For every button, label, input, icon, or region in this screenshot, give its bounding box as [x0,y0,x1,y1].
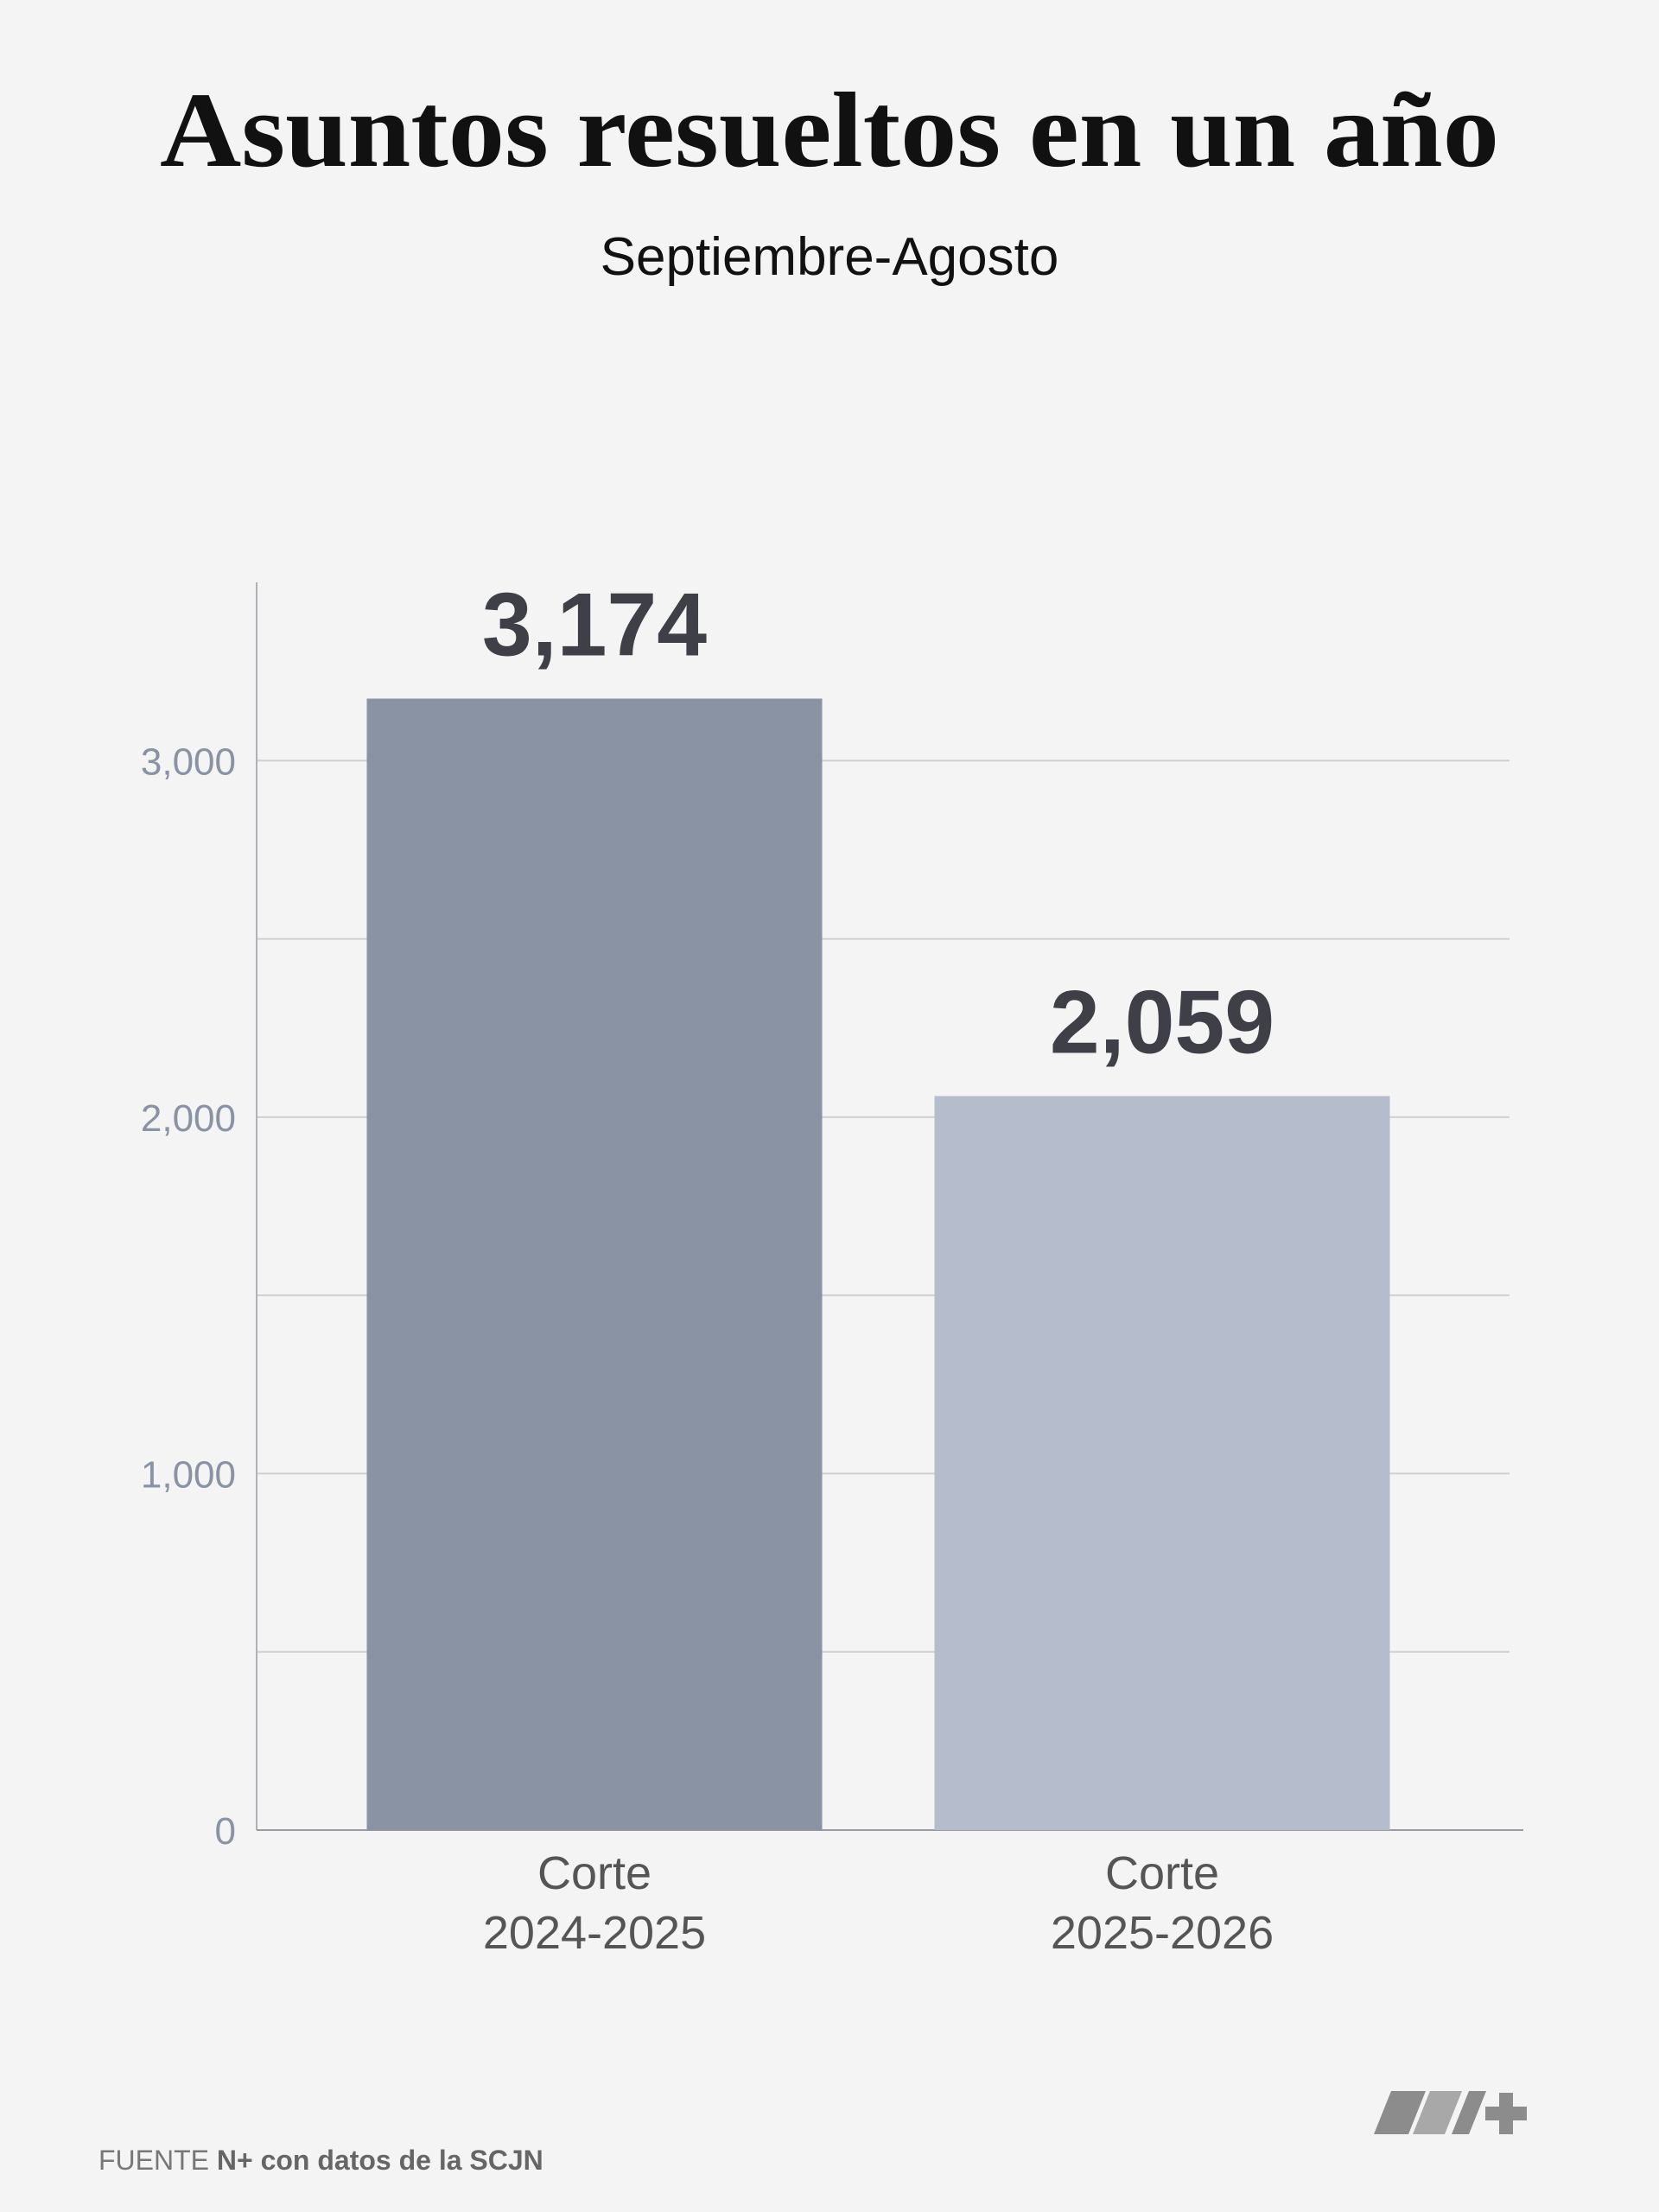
value-label: 2,059 [1050,973,1274,1073]
y-tick-label: 1,000 [141,1453,236,1496]
bar [366,698,823,1830]
logo [1374,2091,1527,2134]
y-tick-label: 3,000 [141,741,236,783]
chart-title: Asuntos resueltos en un año [160,71,1499,189]
source-text: N+ con datos de la SCJN [217,2145,543,2176]
y-tick-label: 2,000 [141,1097,236,1140]
x-tick-label: Corte [537,1847,652,1899]
source: FUENTE N+ con datos de la SCJN [99,2145,543,2176]
chart-subtitle: Septiembre-Agosto [601,227,1059,287]
x-tick-label: Corte [1105,1847,1219,1899]
x-tick-label: 2025-2026 [1051,1907,1274,1959]
x-tick-label: 2024-2025 [483,1907,706,1959]
bar [934,1096,1390,1830]
source-label: FUENTE [99,2145,209,2176]
value-label: 3,174 [482,575,707,675]
y-tick-label: 0 [215,1810,236,1853]
